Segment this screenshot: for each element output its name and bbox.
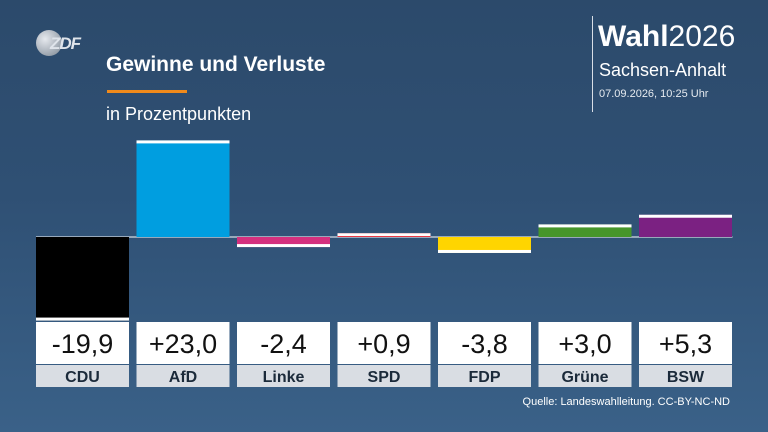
zdf-logo: ZDF (36, 30, 86, 58)
value-label-afd: +23,0 (149, 329, 217, 359)
bar-cap-grüne (538, 224, 632, 228)
value-box-cdu (36, 322, 129, 364)
bar-cap-spd (337, 233, 431, 237)
category-box-afd (136, 365, 230, 387)
brand-title-bold: Wahl (598, 20, 669, 53)
zdf-logo-text: ZDF (50, 34, 81, 53)
bar-cap-bsw (639, 214, 732, 218)
category-box-fdp (438, 365, 531, 387)
category-box-grüne (538, 365, 632, 387)
bar-linke (237, 237, 330, 248)
brand-timestamp: 07.09.2026, 10:25 Uhr (599, 88, 709, 100)
bar-bsw (639, 214, 732, 237)
value-label-cdu: -19,9 (52, 329, 114, 359)
brand-title-year: 2026 (668, 20, 736, 53)
bar-cap-afd (136, 140, 230, 144)
category-box-cdu (36, 365, 129, 387)
category-box-spd (337, 365, 431, 387)
bar-cap-linke (237, 244, 330, 248)
bar-cap-cdu (36, 317, 129, 321)
value-label-bsw: +5,3 (659, 329, 712, 359)
value-box-grüne (538, 322, 632, 364)
category-box-bsw (639, 365, 732, 387)
chart-title: Gewinne und Verluste (106, 53, 326, 76)
value-label-fdp: -3,8 (461, 329, 508, 359)
zdf-logo-circle-icon (36, 30, 62, 56)
bar-cdu (36, 237, 129, 321)
value-box-spd (337, 322, 431, 364)
category-label-grüne: Grüne (561, 369, 608, 386)
category-label-spd: SPD (368, 369, 401, 386)
bar-cap-fdp (438, 249, 531, 253)
category-label-bsw: BSW (667, 369, 705, 386)
chart-subtitle: in Prozentpunkten (106, 104, 252, 124)
value-box-bsw (639, 322, 732, 364)
value-label-linke: -2,4 (260, 329, 307, 359)
value-label-grüne: +3,0 (558, 329, 611, 359)
bar-grüne (538, 224, 632, 237)
brand-region: Sachsen-Anhalt (599, 60, 727, 80)
category-label-cdu: CDU (65, 369, 100, 386)
value-box-linke (237, 322, 330, 364)
value-box-afd (136, 322, 230, 364)
category-label-linke: Linke (263, 369, 305, 386)
value-label-spd: +0,9 (357, 329, 410, 359)
category-label-fdp: FDP (469, 369, 501, 386)
bar-afd (136, 140, 230, 237)
source-note: Quelle: Landeswahlleitung. CC-BY-NC-ND (522, 396, 730, 408)
category-label-afd: AfD (169, 369, 197, 386)
brand-divider (592, 16, 593, 112)
bar-fdp (438, 237, 531, 253)
category-box-linke (237, 365, 330, 387)
title-accent-line (107, 90, 187, 93)
brand-title: Wahl2026 (598, 20, 735, 54)
value-box-fdp (438, 322, 531, 364)
